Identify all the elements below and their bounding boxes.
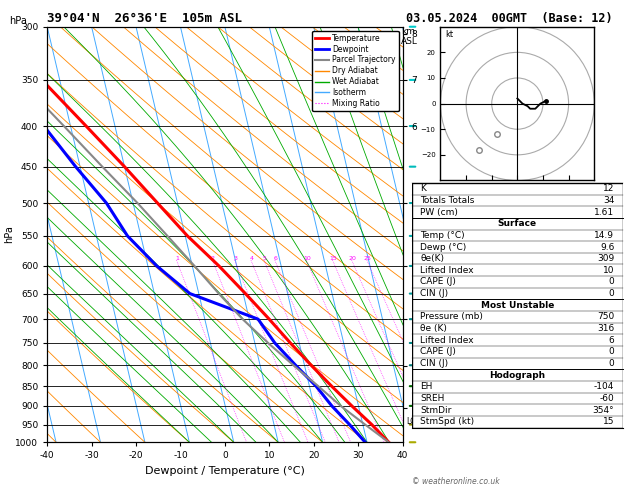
- Text: PW (cm): PW (cm): [420, 208, 459, 217]
- Text: θe (K): θe (K): [420, 324, 447, 333]
- Text: 0: 0: [608, 347, 615, 356]
- Text: 309: 309: [597, 254, 615, 263]
- Text: 15: 15: [603, 417, 615, 426]
- Text: 316: 316: [597, 324, 615, 333]
- Text: 3: 3: [233, 256, 237, 261]
- Text: 5: 5: [262, 256, 267, 261]
- Text: 12: 12: [603, 184, 615, 193]
- Text: CIN (J): CIN (J): [420, 359, 448, 368]
- Text: SREH: SREH: [420, 394, 445, 403]
- Text: Most Unstable: Most Unstable: [481, 301, 554, 310]
- Text: 15: 15: [329, 256, 337, 261]
- Text: 25: 25: [364, 256, 371, 261]
- Text: 34: 34: [603, 196, 615, 205]
- Text: 354°: 354°: [593, 406, 615, 415]
- Text: 1: 1: [175, 256, 179, 261]
- Text: Surface: Surface: [498, 219, 537, 228]
- Text: K: K: [420, 184, 426, 193]
- Text: Totals Totals: Totals Totals: [420, 196, 475, 205]
- Text: Hodograph: Hodograph: [489, 371, 545, 380]
- Text: 0: 0: [608, 278, 615, 286]
- Text: 0: 0: [608, 359, 615, 368]
- Text: 4: 4: [250, 256, 253, 261]
- Text: Pressure (mb): Pressure (mb): [420, 312, 483, 321]
- Text: 0: 0: [608, 289, 615, 298]
- Y-axis label: hPa: hPa: [4, 226, 14, 243]
- Text: StmDir: StmDir: [420, 406, 452, 415]
- Text: 1.61: 1.61: [594, 208, 615, 217]
- Text: 20: 20: [348, 256, 356, 261]
- Text: Lifted Index: Lifted Index: [420, 336, 474, 345]
- Text: 6: 6: [274, 256, 277, 261]
- Text: 750: 750: [597, 312, 615, 321]
- Legend: Temperature, Dewpoint, Parcel Trajectory, Dry Adiabat, Wet Adiabat, Isotherm, Mi: Temperature, Dewpoint, Parcel Trajectory…: [313, 31, 399, 111]
- Text: 6: 6: [608, 336, 615, 345]
- Text: Temp (°C): Temp (°C): [420, 231, 465, 240]
- Text: 39°04'N  26°36'E  105m ASL: 39°04'N 26°36'E 105m ASL: [47, 12, 242, 25]
- Text: θe(K): θe(K): [420, 254, 445, 263]
- Text: EH: EH: [420, 382, 433, 391]
- Text: StmSpd (kt): StmSpd (kt): [420, 417, 474, 426]
- X-axis label: Dewpoint / Temperature (°C): Dewpoint / Temperature (°C): [145, 466, 305, 476]
- Text: 03.05.2024  00GMT  (Base: 12): 03.05.2024 00GMT (Base: 12): [406, 12, 612, 25]
- Text: hPa: hPa: [9, 16, 27, 26]
- Text: -104: -104: [594, 382, 615, 391]
- FancyBboxPatch shape: [412, 183, 623, 428]
- Text: CAPE (J): CAPE (J): [420, 278, 456, 286]
- Text: km
ASL: km ASL: [401, 27, 418, 46]
- Text: CAPE (J): CAPE (J): [420, 347, 456, 356]
- Text: -60: -60: [599, 394, 615, 403]
- Y-axis label: Mixing Ratio (g/kg): Mixing Ratio (g/kg): [428, 189, 438, 280]
- Text: 9.6: 9.6: [600, 243, 615, 252]
- Text: LCL: LCL: [407, 417, 420, 426]
- Text: CIN (J): CIN (J): [420, 289, 448, 298]
- Text: Lifted Index: Lifted Index: [420, 266, 474, 275]
- Text: 10: 10: [303, 256, 311, 261]
- Text: 10: 10: [603, 266, 615, 275]
- Text: kt: kt: [445, 30, 454, 39]
- Text: Dewp (°C): Dewp (°C): [420, 243, 467, 252]
- Text: © weatheronline.co.uk: © weatheronline.co.uk: [412, 477, 499, 486]
- Text: 14.9: 14.9: [594, 231, 615, 240]
- Text: 2: 2: [211, 256, 215, 261]
